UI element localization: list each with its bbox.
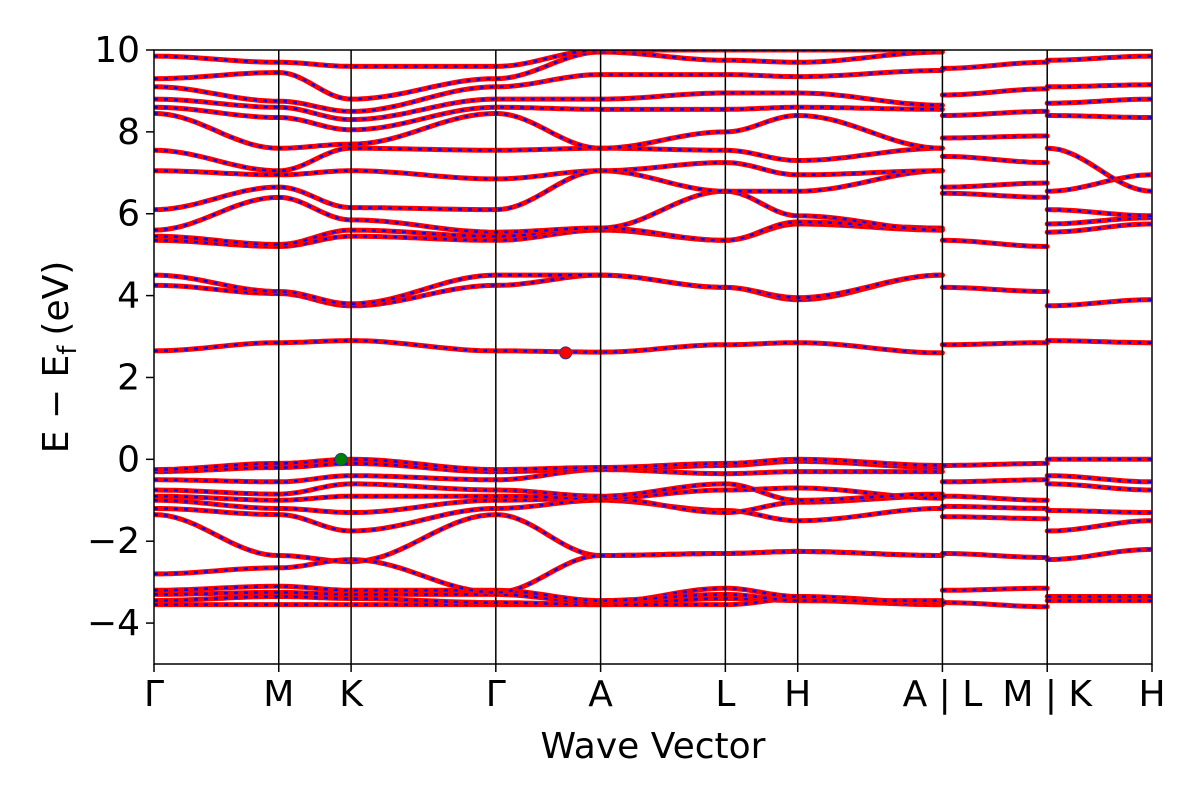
band-line-dash-29 (942, 587, 1048, 592)
band-line-60 (1044, 145, 1152, 194)
x-axis-title: Wave Vector (541, 726, 766, 767)
band-line-27 (154, 50, 945, 69)
band-line-dash-43 (942, 110, 1048, 117)
band-line-dash-39 (942, 192, 1048, 199)
band-line-dash-38 (942, 239, 1048, 248)
band-line-dash-26 (154, 50, 943, 101)
band-line-dash-61 (1047, 114, 1152, 119)
y-tick-label-1: −2 (87, 521, 140, 562)
band-line-dash-28 (942, 601, 1048, 608)
band-line-dash-62 (1047, 97, 1152, 105)
band-line-dash-45 (942, 61, 1048, 70)
band-line-25 (154, 68, 945, 114)
band-line-21 (154, 145, 945, 174)
band-line-dash-55 (1047, 298, 1152, 308)
y-tick-label-5: 6 (117, 194, 140, 235)
y-axis-ticks: −4 −2 0 2 4 6 8 10 (87, 30, 154, 644)
band-line-dash-35 (942, 462, 1048, 467)
band-edge-markers (334, 346, 573, 466)
x-tick-label-9: H (1138, 674, 1165, 715)
plot-frame (153, 49, 1153, 665)
band-line-dash-5 (154, 550, 943, 594)
y-tick-label-4: 4 (117, 276, 140, 317)
band-line-dash-37 (942, 286, 1048, 293)
band-edge-marker-0 (334, 452, 348, 466)
band-line-dash-59 (1047, 173, 1152, 193)
band-lines (154, 50, 1152, 610)
band-line-23 (154, 104, 945, 133)
x-tick-label-6: H (784, 674, 811, 715)
y-tick-label-7: 10 (94, 30, 140, 71)
y-tick-label-0: −4 (87, 603, 140, 644)
y-axis-title: E − Ef (eV) (36, 261, 83, 454)
band-line-dash-63 (1047, 83, 1152, 89)
band-line-dash-48 (1047, 548, 1152, 561)
band-line-dash-22 (154, 112, 943, 150)
x-tick-label-3: Γ (486, 674, 506, 715)
band-line-dash-2 (154, 587, 943, 604)
band-line-dash-50 (1047, 509, 1152, 514)
x-axis-ticks: Γ M K Γ A L H A | L M | K H (144, 664, 1166, 715)
band-line-6 (154, 497, 945, 534)
y-tick-label-3: 2 (117, 357, 140, 398)
y-tick-label-6: 8 (117, 112, 140, 153)
x-tick-label-1: M (263, 674, 294, 715)
band-line-dash-34 (942, 478, 1048, 484)
band-line-dash-13 (154, 339, 943, 355)
band-line-dash-64 (1047, 54, 1152, 62)
band-line-dash-33 (942, 494, 1048, 502)
band-line-dash-51 (1047, 482, 1152, 492)
x-tick-label-5: L (715, 674, 735, 715)
band-line-24 (154, 90, 945, 123)
band-line-dash-52 (1047, 474, 1152, 484)
band-line-20 (154, 160, 945, 182)
band-line-9 (154, 481, 945, 503)
band-line-dash-41 (942, 155, 1048, 164)
band-line-dash-56 (1047, 222, 1152, 234)
band-line-dash-12 (154, 458, 943, 471)
band-line-dash-32 (942, 505, 1048, 510)
band-line-dash-44 (942, 87, 1048, 97)
y-axis-title-main: E − E (36, 355, 77, 454)
x-tick-label-8: M | K (1002, 674, 1093, 715)
x-tick-label-2: K (339, 674, 364, 715)
y-axis-title-unit: (eV) (36, 261, 77, 336)
band-line-dash-30 (942, 552, 1048, 559)
band-line-dash-3 (154, 584, 943, 602)
band-line-dash-49 (1047, 519, 1152, 533)
band-line-dash-40 (942, 181, 1048, 189)
high-symmetry-lines (278, 50, 1048, 664)
band-line-dash-8 (154, 486, 943, 502)
band-line-dash-18 (154, 189, 943, 234)
y-axis-title-subscript: f (53, 345, 83, 355)
y-tick-label-2: 0 (117, 439, 140, 480)
band-line-dash-42 (942, 134, 1048, 140)
x-tick-label-7: A | L (903, 674, 983, 715)
band-line-dash-31 (942, 515, 1048, 520)
x-tick-label-4: A (588, 674, 613, 715)
x-tick-label-0: Γ (144, 674, 164, 715)
band-line-dash-15 (154, 273, 943, 306)
band-line-dash-58 (1047, 208, 1152, 218)
band-line-dash-10 (154, 468, 943, 484)
band-line-dash-21 (154, 146, 943, 173)
band-edge-marker-1 (559, 346, 573, 360)
band-line-dash-57 (1047, 216, 1152, 226)
band-line-dash-54 (1047, 339, 1152, 344)
band-line-dash-36 (942, 341, 1048, 346)
band-line-19 (154, 168, 945, 213)
